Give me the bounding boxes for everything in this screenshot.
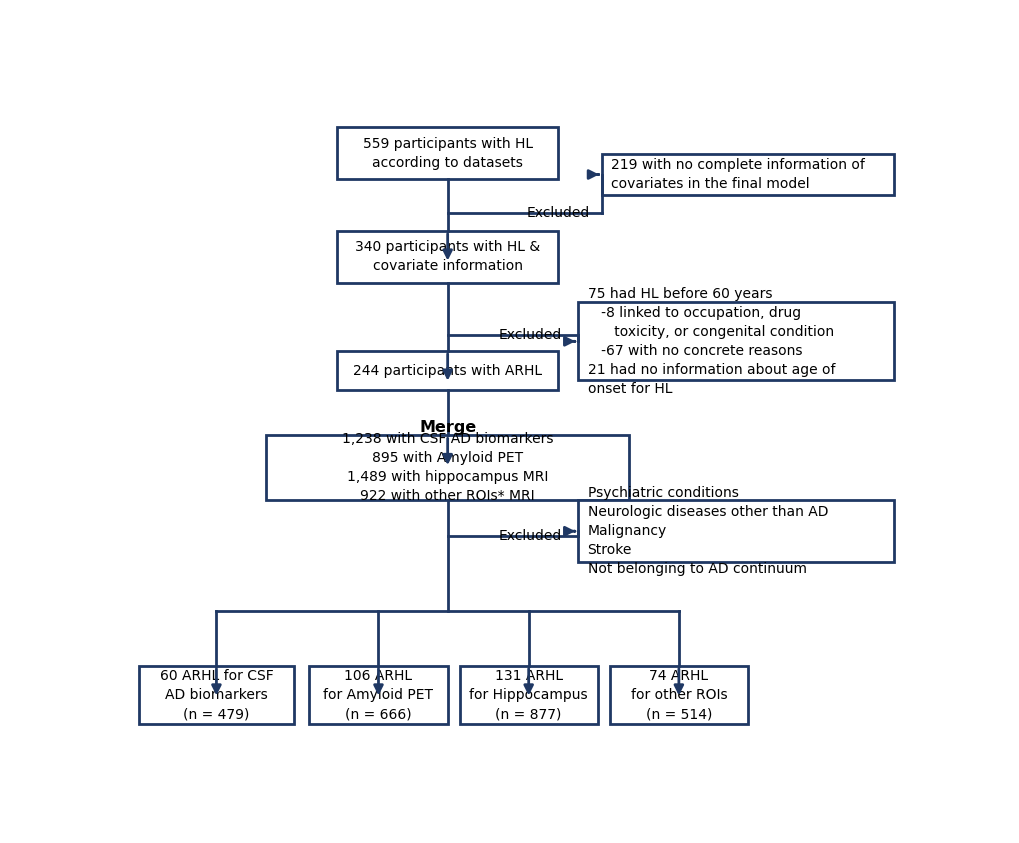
Text: 60 ARHL for CSF
AD biomarkers
(n = 479): 60 ARHL for CSF AD biomarkers (n = 479) — [159, 669, 273, 721]
Text: Excluded: Excluded — [498, 328, 561, 342]
Text: Excluded: Excluded — [526, 207, 589, 221]
FancyBboxPatch shape — [578, 303, 894, 380]
FancyBboxPatch shape — [609, 666, 747, 724]
FancyBboxPatch shape — [336, 351, 557, 390]
FancyBboxPatch shape — [266, 436, 629, 501]
FancyBboxPatch shape — [578, 501, 894, 562]
Text: Excluded: Excluded — [498, 529, 561, 543]
FancyBboxPatch shape — [309, 666, 447, 724]
Text: 219 with no complete information of
covariates in the final model: 219 with no complete information of cova… — [610, 158, 864, 191]
Text: Psychiatric conditions
Neurologic diseases other than AD
Malignancy
Stroke
Not b: Psychiatric conditions Neurologic diseas… — [587, 486, 827, 576]
Text: 74 ARHL
for other ROIs
(n = 514): 74 ARHL for other ROIs (n = 514) — [630, 669, 727, 721]
Text: 340 participants with HL &
covariate information: 340 participants with HL & covariate inf… — [355, 240, 540, 273]
Text: 75 had HL before 60 years
   -8 linked to occupation, drug
      toxicity, or co: 75 had HL before 60 years -8 linked to o… — [587, 287, 835, 395]
FancyBboxPatch shape — [336, 127, 557, 179]
Text: 559 participants with HL
according to datasets: 559 participants with HL according to da… — [362, 137, 532, 169]
Text: 131 ARHL
for Hippocampus
(n = 877): 131 ARHL for Hippocampus (n = 877) — [469, 669, 587, 721]
Text: Merge: Merge — [419, 420, 476, 434]
FancyBboxPatch shape — [336, 231, 557, 283]
FancyBboxPatch shape — [601, 154, 894, 195]
Text: 106 ARHL
for Amyloid PET
(n = 666): 106 ARHL for Amyloid PET (n = 666) — [323, 669, 433, 721]
Text: 1,238 with CSF AD biomarkers
895 with Amyloid PET
1,489 with hippocampus MRI
922: 1,238 with CSF AD biomarkers 895 with Am… — [341, 432, 553, 503]
FancyBboxPatch shape — [459, 666, 597, 724]
FancyBboxPatch shape — [140, 666, 293, 724]
Text: 244 participants with ARHL: 244 participants with ARHL — [353, 363, 542, 378]
